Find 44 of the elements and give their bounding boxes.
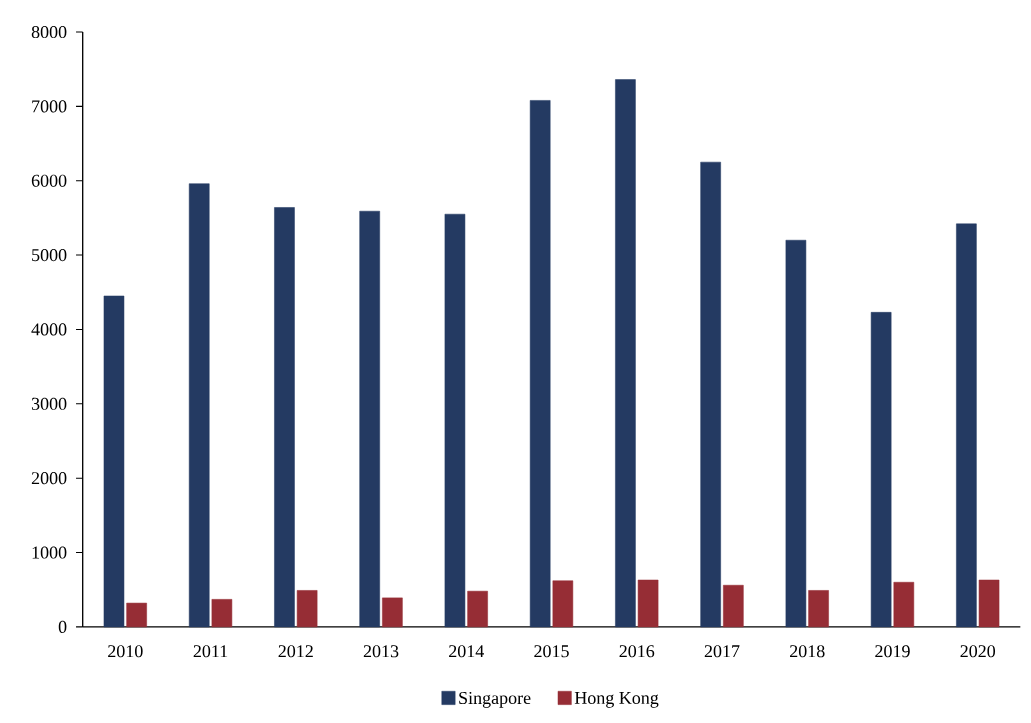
y-tick-label: 6000 — [31, 174, 67, 187]
y-tick-label: 3000 — [31, 397, 67, 410]
y-tick-label: 7000 — [32, 100, 67, 113]
bar — [103, 295, 125, 628]
x-tick-label: 2018 — [790, 645, 825, 658]
y-tick-label: 1000 — [32, 546, 67, 559]
x-tick-label: 2020 — [960, 645, 996, 658]
bar — [700, 161, 721, 628]
y-tick-label: 5000 — [32, 249, 67, 262]
y-tick-label: 0 — [58, 620, 67, 633]
x-tick-label: 2016 — [619, 645, 655, 658]
x-tick-label: 2019 — [875, 645, 910, 658]
bar — [956, 223, 977, 628]
bar — [870, 312, 892, 628]
bar — [359, 210, 380, 628]
x-tick-label: 2012 — [278, 645, 313, 658]
x-tick-label: 2015 — [534, 645, 569, 658]
bar — [382, 597, 403, 628]
bar — [615, 79, 636, 628]
x-tick-label: 2011 — [193, 645, 228, 658]
x-tick-label: 2010 — [108, 645, 143, 658]
bar — [444, 213, 466, 628]
bar — [188, 183, 210, 628]
bar — [893, 582, 915, 628]
bar — [785, 240, 807, 628]
x-tick-label: 2017 — [704, 645, 740, 658]
bar — [808, 590, 829, 628]
bar — [723, 585, 744, 628]
bar — [552, 580, 574, 628]
x-tick-label: 2014 — [449, 645, 484, 658]
y-tick-label: 2000 — [31, 472, 67, 485]
bar — [274, 207, 295, 628]
bar — [296, 590, 318, 628]
x-tick-label: 2013 — [363, 645, 399, 658]
bar — [637, 579, 659, 628]
bar — [126, 602, 147, 628]
bar — [211, 599, 233, 628]
y-tick-label: 8000 — [31, 25, 67, 39]
bar — [467, 590, 488, 628]
legend-label: Hong Kong — [574, 692, 659, 708]
y-tick-label: 4000 — [31, 323, 67, 336]
legend-label: Singapore — [459, 692, 531, 708]
bar — [978, 579, 1000, 628]
bar — [529, 100, 551, 628]
